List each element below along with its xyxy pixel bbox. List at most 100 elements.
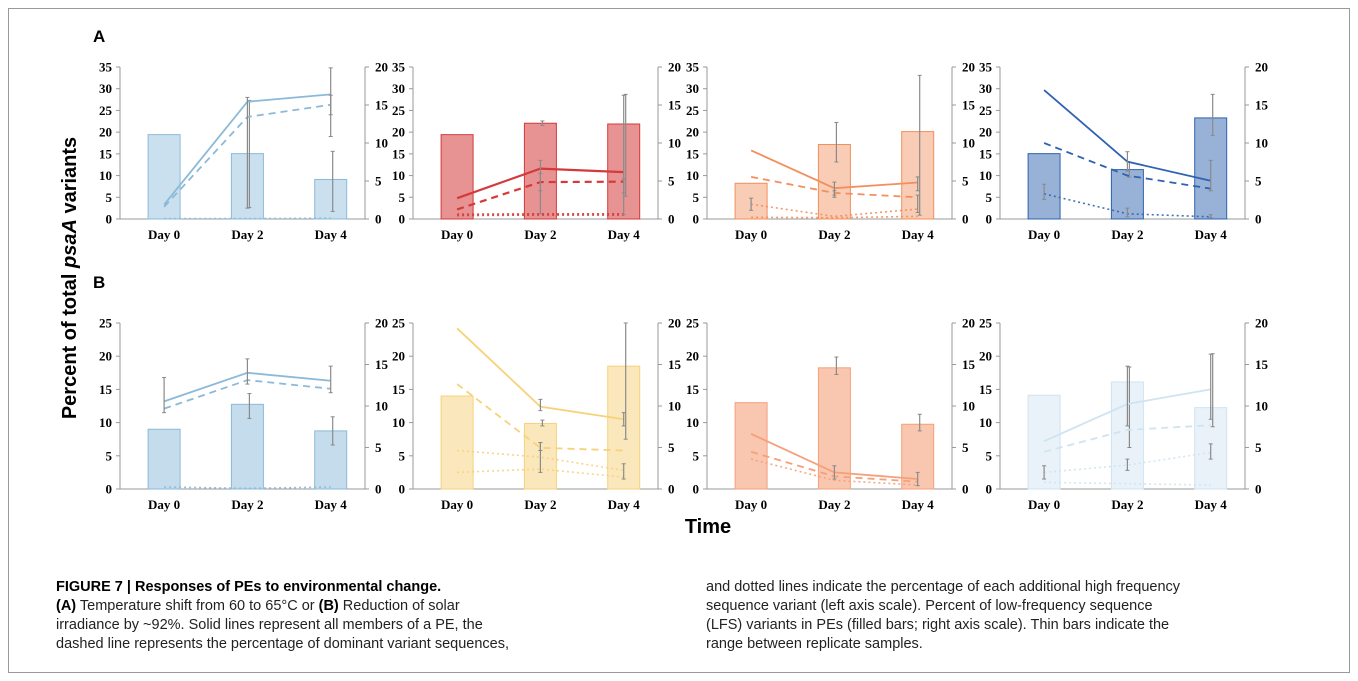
figure-canvas: A B Percent of total psaA variants Time … xyxy=(59,27,1269,538)
x-tick-label: Day 4 xyxy=(315,497,348,512)
right-tick-label: 5 xyxy=(668,440,675,455)
left-tick-label: 25 xyxy=(686,103,700,118)
left-tick-label: 15 xyxy=(392,146,406,161)
right-tick-label: 20 xyxy=(668,316,681,331)
left-tick-label: 35 xyxy=(979,60,993,75)
left-tick-label: 10 xyxy=(99,415,112,430)
dotted-line-additional-variant xyxy=(750,458,918,486)
caption-right-column: and dotted lines indicate the percentage… xyxy=(706,578,1306,654)
left-tick-label: 10 xyxy=(392,415,405,430)
chart-a-1: 0 5 10 15 20 25 30 35 0 5 10 15 20 Day 0 Day 2 Day 4 xyxy=(99,60,389,243)
chart-a-3: 0 5 10 15 20 25 30 35 0 5 10 15 20 Day 0 Day 2 Day 4 xyxy=(686,60,976,243)
left-tick-label: 10 xyxy=(979,168,992,183)
left-tick-label: 5 xyxy=(399,190,406,205)
x-tick-label: Day 0 xyxy=(735,227,767,242)
x-tick-label: Day 0 xyxy=(441,497,473,512)
right-tick-label: 15 xyxy=(1255,357,1269,372)
left-tick-label: 0 xyxy=(693,482,700,497)
left-tick-label: 25 xyxy=(392,316,406,331)
y-axis-title: Percent of total psaA variants xyxy=(59,137,81,419)
right-tick-label: 10 xyxy=(668,136,681,151)
left-tick-label: 10 xyxy=(686,415,699,430)
chart-a-4: 0 5 10 15 20 25 30 35 0 5 10 15 20 Day 0 Day 2 Day 4 xyxy=(979,60,1269,243)
x-tick-label: Day 0 xyxy=(1028,227,1060,242)
x-tick-label: Day 0 xyxy=(148,497,180,512)
right-tick-label: 15 xyxy=(962,357,976,372)
chart-b-2: 0 5 10 15 20 25 0 5 10 15 20 Day 0 Day 2 Day 4 xyxy=(392,316,682,513)
right-tick-label: 15 xyxy=(375,357,389,372)
left-tick-label: 15 xyxy=(686,146,700,161)
left-tick-label: 25 xyxy=(392,103,406,118)
left-tick-label: 35 xyxy=(392,60,406,75)
x-tick-label: Day 2 xyxy=(818,227,850,242)
left-tick-label: 30 xyxy=(686,81,699,96)
x-tick-label: Day 2 xyxy=(231,227,263,242)
left-tick-label: 20 xyxy=(392,349,405,364)
lfs-bar xyxy=(314,430,348,490)
left-tick-label: 15 xyxy=(99,146,113,161)
left-tick-label: 15 xyxy=(979,146,993,161)
right-tick-label: 5 xyxy=(962,174,969,189)
caption-line-4: and dotted lines indicate the percentage… xyxy=(706,579,1181,595)
x-tick-label: Day 0 xyxy=(441,227,473,242)
chart-b-4: 0 5 10 15 20 25 0 5 10 15 20 Day 0 Day 2 Day 4 xyxy=(979,316,1269,513)
left-tick-label: 25 xyxy=(99,316,113,331)
x-tick-label: Day 2 xyxy=(818,497,850,512)
left-tick-label: 0 xyxy=(399,482,406,497)
right-tick-label: 5 xyxy=(1255,174,1262,189)
x-tick-label: Day 4 xyxy=(902,227,935,242)
left-tick-label: 25 xyxy=(979,103,993,118)
x-tick-label: Day 2 xyxy=(1111,497,1143,512)
left-tick-label: 20 xyxy=(979,349,992,364)
caption-line-1-segment: (A) xyxy=(56,598,77,614)
caption-line-2: irradiance by ~92%. Solid lines represen… xyxy=(56,617,483,633)
left-tick-label: 20 xyxy=(686,349,699,364)
x-tick-label: Day 4 xyxy=(315,227,348,242)
left-tick-label: 0 xyxy=(693,212,700,227)
chart-b-1: 0 5 10 15 20 25 0 5 10 15 20 Day 0 Day 2 Day 4 xyxy=(99,316,389,513)
left-tick-label: 0 xyxy=(106,212,113,227)
left-tick-label: 25 xyxy=(686,316,700,331)
left-tick-label: 20 xyxy=(99,349,112,364)
x-tick-label: Day 0 xyxy=(148,227,180,242)
dashed-line-dominant-variant xyxy=(1043,424,1211,453)
x-tick-label: Day 2 xyxy=(1111,227,1143,242)
right-tick-label: 20 xyxy=(375,316,388,331)
chart-b-3: 0 5 10 15 20 25 0 5 10 15 20 Day 0 Day 2 Day 4 xyxy=(686,316,976,513)
x-tick-label: Day 2 xyxy=(524,227,556,242)
right-tick-label: 10 xyxy=(962,136,975,151)
left-tick-label: 10 xyxy=(392,168,405,183)
left-tick-label: 15 xyxy=(392,382,406,397)
x-tick-label: Day 4 xyxy=(1195,497,1228,512)
left-tick-label: 0 xyxy=(986,212,993,227)
x-axis-title: Time xyxy=(685,516,731,538)
right-tick-label: 0 xyxy=(375,212,382,227)
right-tick-label: 20 xyxy=(962,60,975,75)
right-tick-label: 20 xyxy=(375,60,388,75)
right-tick-label: 10 xyxy=(375,136,388,151)
left-tick-label: 35 xyxy=(99,60,113,75)
right-tick-label: 5 xyxy=(375,174,382,189)
left-tick-label: 5 xyxy=(986,190,993,205)
right-tick-label: 0 xyxy=(668,482,675,497)
right-tick-label: 10 xyxy=(1255,399,1268,414)
left-tick-label: 5 xyxy=(106,190,113,205)
caption-left-column: FIGURE 7 | Responses of PEs to environme… xyxy=(56,578,656,654)
left-tick-label: 0 xyxy=(986,482,993,497)
caption-line-1: (A) Temperature shift from 60 to 65°C or… xyxy=(56,597,656,616)
caption-line-3: dashed line represents the percentage of… xyxy=(56,636,510,652)
x-tick-label: Day 0 xyxy=(735,497,767,512)
right-tick-label: 0 xyxy=(1255,212,1262,227)
right-tick-label: 15 xyxy=(962,98,976,113)
left-tick-label: 20 xyxy=(392,125,405,140)
right-tick-label: 10 xyxy=(668,399,681,414)
right-tick-label: 5 xyxy=(375,440,382,455)
left-tick-label: 0 xyxy=(399,212,406,227)
left-tick-label: 15 xyxy=(99,382,113,397)
dashed-line-dominant-variant xyxy=(1043,142,1211,190)
x-tick-label: Day 4 xyxy=(608,227,641,242)
left-tick-label: 20 xyxy=(979,125,992,140)
right-tick-label: 20 xyxy=(1255,60,1268,75)
lfs-bar xyxy=(230,403,264,490)
right-tick-label: 15 xyxy=(668,98,682,113)
